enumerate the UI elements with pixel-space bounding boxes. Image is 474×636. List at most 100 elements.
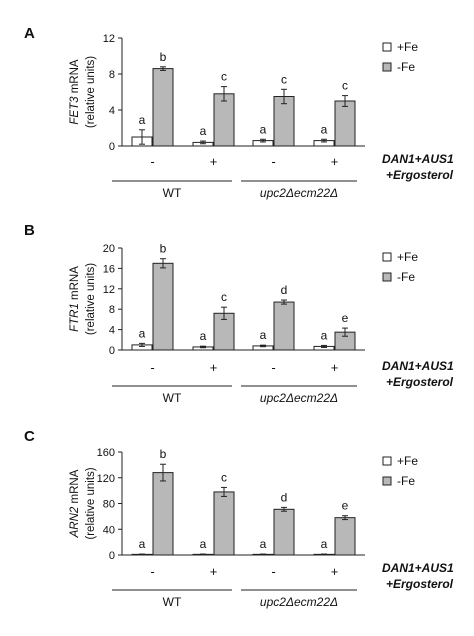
legend-swatch-plus-fe: [382, 42, 392, 52]
legend-swatch-plus-fe: [382, 252, 392, 262]
treatment-label: +: [331, 564, 339, 579]
legend-label-minus-fe: -Fe: [397, 60, 415, 74]
panel-b: B FTR1 mRNA (relative units) 0 4 8 12 16 20 a a a a b…: [24, 222, 454, 405]
legend-label-plus-fe: +Fe: [397, 250, 418, 264]
bar: [213, 93, 235, 147]
panel-letter: B: [24, 222, 35, 239]
y-tick-label: 120: [97, 473, 115, 485]
y-tick-label: 0: [109, 550, 115, 562]
treatment-label: +: [210, 564, 218, 579]
condition-label-2: +Ergosterol: [386, 577, 454, 591]
significance-letter: b: [160, 50, 167, 64]
y-tick-label: 16: [103, 263, 115, 275]
y-axis-label: ARN2 mRNA: [69, 469, 81, 538]
condition-label: DAN1+AUS1: [382, 359, 454, 373]
group-label: upc2Δecm22Δ: [260, 391, 338, 405]
legend-swatch-minus-fe: [382, 272, 392, 282]
y-axis-label-units: (relative units): [85, 467, 97, 539]
condition-label: DAN1+AUS1: [382, 561, 454, 575]
y-tick-label: 12: [103, 33, 115, 45]
y-tick-label: 8: [109, 69, 115, 81]
significance-letter: a: [260, 537, 267, 551]
legend-label-minus-fe: -Fe: [397, 270, 415, 284]
significance-letter: b: [160, 242, 167, 256]
y-tick-label: 4: [109, 325, 115, 337]
y-axis-gene: FET3: [69, 96, 81, 125]
significance-letter: e: [342, 499, 349, 513]
y-axis-gene: FTR1: [69, 303, 81, 332]
legend-label-plus-fe: +Fe: [397, 40, 418, 54]
y-axis-label: FET3 mRNA: [69, 59, 81, 125]
significance-letter: a: [139, 326, 146, 340]
y-tick-label: 0: [109, 345, 115, 357]
group-label: upc2Δecm22Δ: [260, 595, 338, 609]
condition-label-2: +Ergosterol: [386, 168, 454, 182]
group-label: WT: [163, 391, 182, 405]
significance-letter: b: [160, 447, 167, 461]
treatment-label: -: [150, 154, 154, 169]
bar: [334, 517, 356, 556]
y-tick-label: 20: [103, 243, 115, 255]
bar: [273, 508, 295, 556]
significance-letter: a: [200, 124, 207, 138]
y-axis-label-rest: mRNA: [69, 266, 81, 303]
treatment-label: +: [331, 154, 339, 169]
treatment-label: -: [150, 564, 154, 579]
treatment-label: -: [271, 564, 275, 579]
y-axis-label-rest: mRNA: [69, 59, 81, 96]
significance-letter: d: [281, 283, 288, 297]
panel-a: A FET3 mRNA (relative units) 0 4 8 12 a a a a b c c c -…: [24, 25, 454, 200]
condition-label: DAN1+AUS1: [382, 152, 454, 166]
y-tick-label: 8: [109, 304, 115, 316]
significance-letter: c: [342, 79, 348, 93]
significance-letter: a: [260, 328, 267, 342]
significance-letter: a: [200, 537, 207, 551]
significance-letter: a: [321, 537, 328, 551]
legend-swatch-minus-fe: [382, 62, 392, 72]
significance-letter: a: [139, 537, 146, 551]
bar: [152, 262, 174, 351]
treatment-label: +: [210, 360, 218, 375]
treatment-label: +: [210, 154, 218, 169]
y-tick-label: 40: [103, 524, 115, 536]
significance-letter: c: [221, 470, 227, 484]
y-tick-label: 4: [109, 105, 115, 117]
group-label: WT: [163, 186, 182, 200]
treatment-label: -: [150, 360, 154, 375]
significance-letter: e: [342, 311, 349, 325]
y-tick-label: 12: [103, 284, 115, 296]
significance-letter: d: [281, 490, 288, 504]
legend-label-plus-fe: +Fe: [397, 454, 418, 468]
y-tick-label: 80: [103, 499, 115, 511]
y-axis-label-rest: mRNA: [69, 469, 81, 506]
y-axis-label: FTR1 mRNA: [69, 266, 81, 332]
legend-swatch-plus-fe: [382, 456, 392, 466]
bar: [334, 100, 356, 147]
panel-c: C ARN2 mRNA (relative units) 0 40 80 120 160 a a a…: [24, 428, 454, 609]
treatment-label: -: [271, 154, 275, 169]
significance-letter: c: [221, 70, 227, 84]
significance-letter: a: [321, 122, 328, 136]
y-axis-gene: ARN2: [69, 506, 81, 538]
legend-label-minus-fe: -Fe: [397, 474, 415, 488]
group-label: WT: [163, 595, 182, 609]
panel-letter: C: [24, 428, 35, 445]
significance-letter: c: [221, 290, 227, 304]
y-tick-label: 0: [109, 141, 115, 153]
treatment-label: -: [271, 360, 275, 375]
significance-letter: a: [260, 122, 267, 136]
bar: [213, 491, 235, 556]
panel-letter: A: [24, 25, 35, 42]
significance-letter: a: [321, 328, 328, 342]
bar: [273, 301, 295, 351]
bar: [152, 68, 174, 147]
y-tick-label: 160: [97, 447, 115, 459]
y-axis-label-units: (relative units): [85, 263, 97, 335]
legend-swatch-minus-fe: [382, 476, 392, 486]
treatment-label: +: [331, 360, 339, 375]
significance-letter: c: [281, 72, 287, 86]
bar: [152, 472, 174, 556]
y-axis-label-units: (relative units): [85, 56, 97, 128]
